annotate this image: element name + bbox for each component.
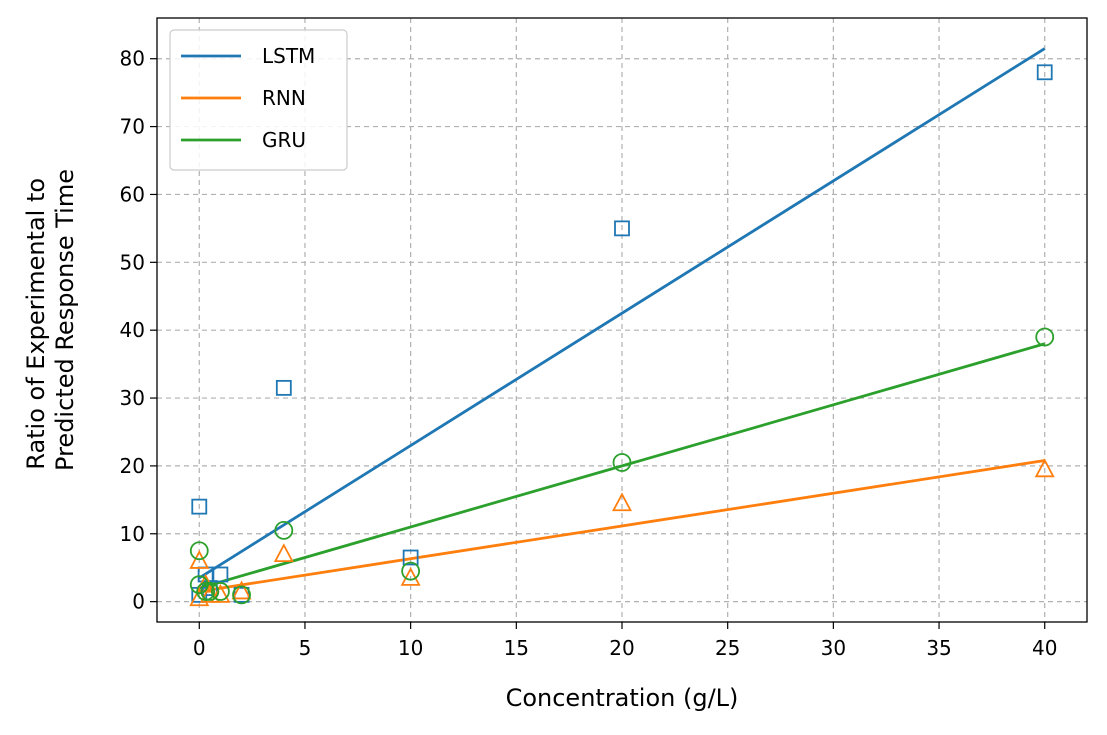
data-point-rnn [231,580,252,600]
y-axis-title-line-2: Predicted Response Time [51,169,79,471]
x-axis-ticks: 0 5 10 15 20 25 30 35 40 [193,622,1057,660]
x-tick-label: 35 [926,636,951,660]
data-point-lstm [212,566,229,583]
grid [157,18,1087,622]
y-tick-label: 10 [120,522,145,546]
x-tick-label: 5 [299,636,312,660]
data-point-lstm [1036,64,1053,81]
x-tick-label: 30 [821,636,846,660]
fit-line-gru [198,342,1046,590]
y-tick-label: 0 [132,590,145,614]
y-tick-label: 40 [120,318,145,342]
data-point-lstm [402,549,419,566]
fit-line-lstm [198,47,1046,580]
data-point-gru [196,582,216,601]
y-tick-label: 50 [120,250,145,274]
y-tick-label: 30 [120,386,145,410]
y-axis-title-line-1: Ratio of Experimental to [22,178,50,470]
data-point-gru [200,582,220,601]
legend-label-rnn: RNN [262,86,306,110]
data-point-rnn [189,550,210,569]
data-point-rnn [273,543,294,563]
data-point-lstm [191,498,208,515]
data-point-lstm [614,220,630,237]
data-point-rnn [1034,458,1055,478]
data-point-gru [189,575,209,595]
data-point-rnn [210,583,231,603]
legend-label-gru: GRU [262,128,306,152]
data-point-gru [274,520,294,540]
data-point-rnn [400,566,421,586]
x-tick-label: 0 [193,636,206,660]
y-tick-label: 80 [120,47,145,71]
data-point-rnn [612,492,632,512]
x-tick-label: 20 [609,636,634,660]
data-point-gru [232,585,251,605]
data-point-gru [189,541,209,561]
data-markers [189,64,1055,607]
legend: LSTM RNN GRU [169,29,348,171]
legend-box [169,29,348,171]
y-tick-label: 60 [120,182,145,206]
y-tick-label: 20 [120,454,145,478]
y-axis-ticks: 0 10 20 30 40 50 60 70 80 [120,47,157,614]
fit-line-rnn [199,459,1045,593]
data-point-gru [401,561,421,581]
fit-lines [198,47,1046,593]
data-point-gru [612,453,632,472]
x-axis-title: Concentration (g/L) [506,684,739,712]
data-point-gru [1035,327,1055,347]
x-tick-label: 15 [504,636,529,660]
x-tick-label: 40 [1032,636,1057,660]
data-point-gru [211,582,230,601]
data-point-lstm [275,379,292,396]
x-tick-label: 25 [715,636,740,660]
x-tick-label: 10 [398,636,423,660]
y-tick-label: 70 [120,115,145,139]
y-axis-title: Ratio of Experimental to Predicted Respo… [22,169,79,471]
legend-label-lstm: LSTM [262,44,315,68]
